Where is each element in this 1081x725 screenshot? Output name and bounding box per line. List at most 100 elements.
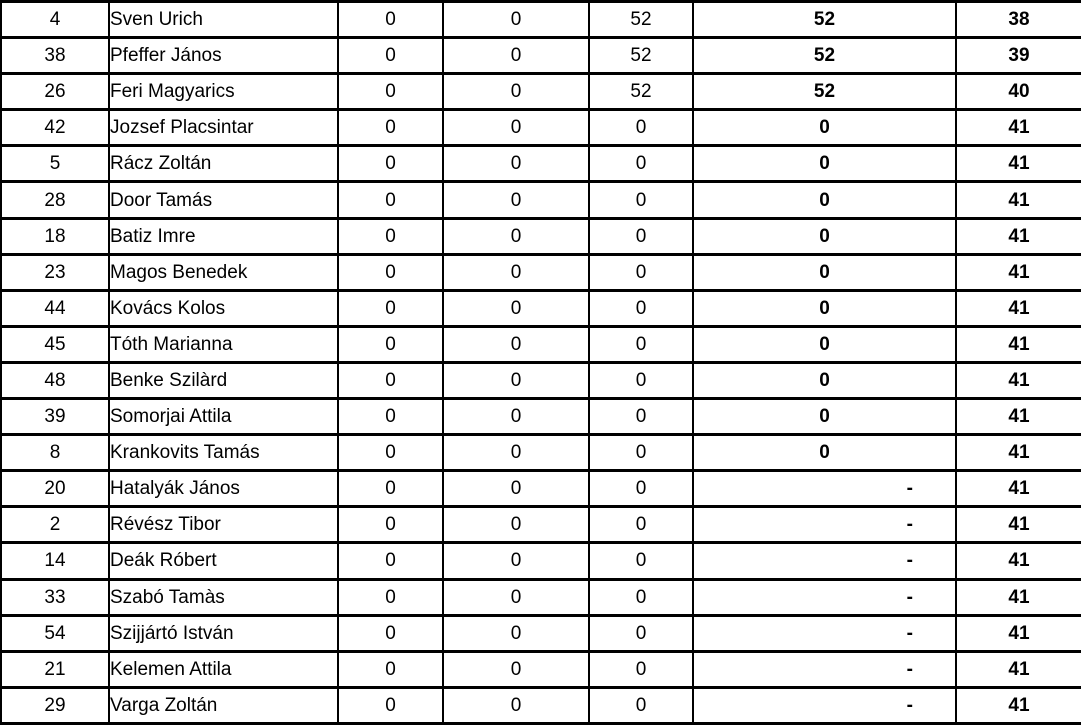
cell-number[interactable]: 42 xyxy=(0,108,110,148)
cell-score-1[interactable]: 0 xyxy=(337,144,444,184)
cell-score-3[interactable]: 0 xyxy=(588,324,694,364)
cell-score-2[interactable]: 0 xyxy=(442,685,590,725)
cell-score-3[interactable]: 0 xyxy=(588,360,694,401)
cell-score-1[interactable]: 0 xyxy=(337,216,444,256)
cell-number[interactable]: 18 xyxy=(0,216,110,256)
cell-score-2[interactable]: 0 xyxy=(442,577,590,617)
cell-score-1[interactable]: 0 xyxy=(337,360,444,401)
cell-score-3[interactable]: 0 xyxy=(588,541,694,581)
cell-name[interactable]: Somorjai Attila xyxy=(108,397,339,437)
cell-score-2[interactable]: 0 xyxy=(442,541,590,581)
cell-score-2[interactable]: 0 xyxy=(442,433,590,473)
cell-name[interactable]: Hatalyák János xyxy=(108,469,339,509)
cell-number[interactable]: 20 xyxy=(0,469,110,509)
cell-score-3[interactable]: 0 xyxy=(588,108,694,148)
cell-score-1[interactable]: 0 xyxy=(337,36,444,76)
cell-score-1[interactable]: 0 xyxy=(337,433,444,473)
cell-rank[interactable]: 41 xyxy=(955,433,1081,473)
cell-number[interactable]: 54 xyxy=(0,613,110,653)
cell-score-2[interactable]: 0 xyxy=(442,108,590,148)
cell-score-2[interactable]: 0 xyxy=(442,180,590,220)
cell-score-2[interactable]: 0 xyxy=(442,216,590,256)
cell-name[interactable]: Tóth Marianna xyxy=(108,324,339,364)
cell-score-2[interactable]: 0 xyxy=(442,324,590,364)
cell-rank[interactable]: 41 xyxy=(955,649,1081,689)
cell-total[interactable]: - xyxy=(692,685,957,725)
cell-number[interactable]: 39 xyxy=(0,397,110,437)
cell-total[interactable]: 0 xyxy=(692,433,957,473)
cell-total[interactable]: - xyxy=(692,469,957,509)
cell-number[interactable]: 4 xyxy=(0,0,110,40)
cell-score-1[interactable]: 0 xyxy=(337,649,444,689)
cell-rank[interactable]: 41 xyxy=(955,324,1081,364)
cell-score-1[interactable]: 0 xyxy=(337,324,444,364)
cell-score-2[interactable]: 0 xyxy=(442,0,590,40)
cell-score-2[interactable]: 0 xyxy=(442,613,590,653)
cell-number[interactable]: 8 xyxy=(0,433,110,473)
cell-total[interactable]: - xyxy=(692,577,957,617)
cell-name[interactable]: Révész Tibor xyxy=(108,505,339,545)
cell-score-1[interactable]: 0 xyxy=(337,288,444,328)
cell-number[interactable]: 44 xyxy=(0,288,110,328)
cell-number[interactable]: 33 xyxy=(0,577,110,617)
cell-total[interactable]: 0 xyxy=(692,144,957,184)
cell-score-1[interactable]: 0 xyxy=(337,108,444,148)
cell-rank[interactable]: 39 xyxy=(955,36,1081,76)
cell-name[interactable]: Feri Magyarics xyxy=(108,72,339,112)
cell-number[interactable]: 28 xyxy=(0,180,110,220)
cell-score-1[interactable]: 0 xyxy=(337,0,444,40)
cell-rank[interactable]: 41 xyxy=(955,360,1081,401)
cell-score-2[interactable]: 0 xyxy=(442,505,590,545)
cell-score-1[interactable]: 0 xyxy=(337,577,444,617)
cell-score-3[interactable]: 0 xyxy=(588,397,694,437)
cell-score-2[interactable]: 0 xyxy=(442,144,590,184)
cell-score-2[interactable]: 0 xyxy=(442,252,590,292)
cell-name[interactable]: Deák Róbert xyxy=(108,541,339,581)
cell-score-3[interactable]: 0 xyxy=(588,505,694,545)
cell-rank[interactable]: 41 xyxy=(955,541,1081,581)
cell-score-2[interactable]: 0 xyxy=(442,397,590,437)
cell-rank[interactable]: 41 xyxy=(955,469,1081,509)
cell-name[interactable]: Kovács Kolos xyxy=(108,288,339,328)
cell-score-3[interactable]: 52 xyxy=(588,72,694,112)
cell-score-2[interactable]: 0 xyxy=(442,469,590,509)
cell-total[interactable]: 0 xyxy=(692,180,957,220)
cell-name[interactable]: Door Tamás xyxy=(108,180,339,220)
cell-rank[interactable]: 41 xyxy=(955,288,1081,328)
cell-total[interactable]: 52 xyxy=(692,0,957,40)
cell-name[interactable]: Batiz Imre xyxy=(108,216,339,256)
cell-score-2[interactable]: 0 xyxy=(442,72,590,112)
cell-score-3[interactable]: 0 xyxy=(588,649,694,689)
cell-rank[interactable]: 41 xyxy=(955,685,1081,725)
cell-rank[interactable]: 41 xyxy=(955,216,1081,256)
cell-rank[interactable]: 38 xyxy=(955,0,1081,40)
cell-score-3[interactable]: 52 xyxy=(588,0,694,40)
cell-rank[interactable]: 41 xyxy=(955,505,1081,545)
cell-score-1[interactable]: 0 xyxy=(337,505,444,545)
cell-score-3[interactable]: 0 xyxy=(588,433,694,473)
cell-name[interactable]: Pfeffer János xyxy=(108,36,339,76)
cell-score-3[interactable]: 0 xyxy=(588,577,694,617)
cell-score-2[interactable]: 0 xyxy=(442,649,590,689)
cell-rank[interactable]: 41 xyxy=(955,252,1081,292)
cell-score-1[interactable]: 0 xyxy=(337,613,444,653)
cell-number[interactable]: 23 xyxy=(0,252,110,292)
cell-number[interactable]: 21 xyxy=(0,649,110,689)
cell-total[interactable]: 0 xyxy=(692,397,957,437)
cell-name[interactable]: Benke Szilàrd xyxy=(108,360,339,401)
cell-name[interactable]: Sven Urich xyxy=(108,0,339,40)
cell-total[interactable]: 0 xyxy=(692,216,957,256)
cell-rank[interactable]: 41 xyxy=(955,180,1081,220)
cell-score-2[interactable]: 0 xyxy=(442,360,590,401)
cell-score-1[interactable]: 0 xyxy=(337,180,444,220)
cell-score-3[interactable]: 0 xyxy=(588,180,694,220)
cell-score-3[interactable]: 0 xyxy=(588,685,694,725)
cell-number[interactable]: 45 xyxy=(0,324,110,364)
cell-score-1[interactable]: 0 xyxy=(337,685,444,725)
cell-score-2[interactable]: 0 xyxy=(442,288,590,328)
cell-score-1[interactable]: 0 xyxy=(337,541,444,581)
cell-score-3[interactable]: 0 xyxy=(588,144,694,184)
cell-total[interactable]: - xyxy=(692,505,957,545)
cell-rank[interactable]: 40 xyxy=(955,72,1081,112)
cell-name[interactable]: Magos Benedek xyxy=(108,252,339,292)
